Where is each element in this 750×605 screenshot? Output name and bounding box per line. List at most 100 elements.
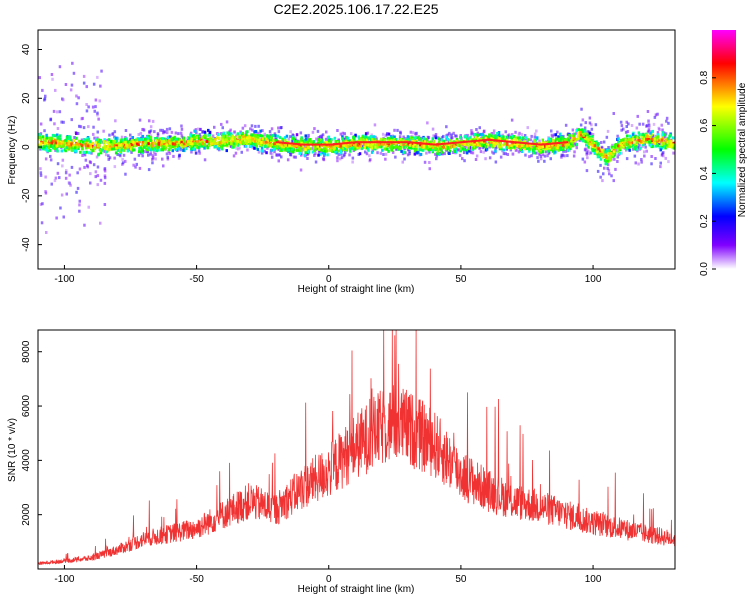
noise-point bbox=[336, 156, 339, 160]
spectrogram-plot-area bbox=[38, 61, 675, 234]
noise-point bbox=[633, 154, 637, 158]
snr-y-tick-label: 2000 bbox=[21, 503, 32, 526]
spectral-cell bbox=[669, 142, 673, 146]
spectral-cell bbox=[306, 150, 310, 154]
spectral-cell bbox=[300, 136, 303, 140]
noise-point bbox=[428, 150, 431, 154]
spectral-cell bbox=[67, 147, 71, 151]
spectral-cell bbox=[492, 134, 496, 138]
noise-point bbox=[60, 120, 63, 124]
spectral-cell bbox=[532, 148, 535, 152]
noise-point bbox=[82, 126, 86, 130]
noise-point bbox=[86, 164, 89, 168]
noise-point bbox=[38, 76, 41, 80]
noise-point bbox=[538, 152, 541, 156]
spectral-cell bbox=[664, 138, 667, 142]
noise-point bbox=[194, 128, 198, 132]
ridge-point bbox=[521, 141, 524, 144]
noise-point bbox=[306, 136, 310, 140]
spectral-cell bbox=[374, 145, 377, 149]
spectral-cell bbox=[569, 147, 572, 150]
spectral-cell bbox=[651, 140, 655, 144]
noise-point bbox=[612, 112, 615, 115]
noise-point bbox=[498, 147, 502, 151]
noise-point bbox=[556, 130, 559, 134]
noise-point bbox=[113, 135, 116, 139]
noise-point bbox=[587, 152, 591, 156]
spectral-cell bbox=[193, 136, 196, 140]
spectral-cell bbox=[617, 147, 620, 151]
spectral-cell bbox=[274, 138, 277, 142]
spectral-cell bbox=[89, 144, 92, 148]
noise-point bbox=[107, 157, 110, 161]
noise-point bbox=[72, 71, 76, 75]
noise-point bbox=[483, 136, 486, 140]
spectral-cell bbox=[108, 144, 111, 147]
spectral-cell bbox=[119, 143, 122, 147]
spectral-cell bbox=[370, 135, 373, 139]
spectral-cell bbox=[203, 142, 206, 146]
noise-point bbox=[56, 171, 60, 175]
spectral-cell bbox=[405, 144, 408, 148]
spectral-cell bbox=[208, 133, 211, 137]
ridge-point bbox=[472, 140, 475, 143]
spectral-cell bbox=[61, 142, 65, 146]
spectral-cell bbox=[421, 148, 424, 152]
ridge-point bbox=[502, 140, 505, 143]
spectral-cell bbox=[110, 143, 114, 147]
spectral-cell bbox=[426, 140, 430, 144]
noise-point bbox=[475, 128, 478, 131]
snr-frame bbox=[37, 329, 676, 570]
spectral-cell bbox=[610, 145, 614, 149]
ridge-point bbox=[437, 143, 440, 146]
spectral-cell bbox=[528, 149, 531, 153]
noise-point bbox=[548, 150, 551, 154]
ridge-point bbox=[359, 141, 362, 144]
spectral-cell bbox=[253, 139, 257, 143]
spectral-cell bbox=[436, 149, 440, 153]
spectral-cell bbox=[207, 128, 210, 132]
ridge-point bbox=[445, 142, 448, 145]
noise-point bbox=[625, 157, 629, 161]
spectral-cell bbox=[56, 149, 59, 153]
spectral-cell bbox=[173, 142, 177, 146]
spectral-cell bbox=[366, 143, 370, 147]
spectral-cell bbox=[478, 142, 481, 146]
spectral-cell bbox=[554, 143, 558, 147]
noise-point bbox=[108, 156, 112, 160]
spectral-cell bbox=[106, 147, 109, 151]
noise-point bbox=[566, 133, 570, 137]
spectral-cell bbox=[273, 142, 276, 145]
ridge-point bbox=[361, 141, 364, 144]
noise-point bbox=[166, 131, 169, 135]
spectral-cell bbox=[201, 140, 204, 144]
spectral-cell bbox=[581, 128, 584, 132]
spectral-cell bbox=[130, 143, 133, 146]
spectral-cell bbox=[44, 144, 48, 147]
spectral-cell bbox=[290, 147, 294, 151]
noise-point bbox=[96, 183, 99, 187]
noise-point bbox=[537, 159, 540, 163]
spectral-cell bbox=[143, 138, 147, 141]
spectral-cell bbox=[649, 141, 653, 144]
spectral-cell bbox=[132, 140, 135, 144]
noise-point bbox=[229, 128, 232, 132]
spectral-cell bbox=[262, 141, 265, 145]
noise-point bbox=[258, 132, 261, 136]
noise-point bbox=[435, 157, 438, 161]
spectral-cell bbox=[639, 146, 642, 150]
spectral-cell bbox=[197, 146, 200, 150]
ridge-point bbox=[485, 138, 488, 141]
ridge-point bbox=[547, 143, 550, 145]
spectral-cell bbox=[364, 132, 368, 136]
spectral-cell bbox=[421, 145, 424, 148]
noise-point bbox=[84, 158, 88, 162]
spectral-cell bbox=[502, 148, 505, 152]
spectral-cell bbox=[364, 134, 368, 138]
chart-title: C2E2.2025.106.17.22.E25 bbox=[273, 1, 438, 17]
spectral-cell bbox=[429, 140, 432, 144]
spectral-cell bbox=[232, 142, 236, 146]
noise-point bbox=[587, 149, 590, 153]
noise-point bbox=[465, 146, 468, 149]
